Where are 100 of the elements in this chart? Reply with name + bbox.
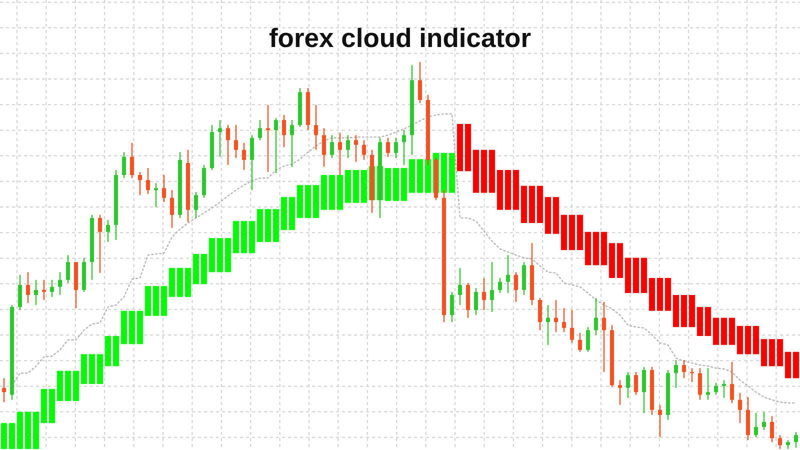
bar [736,326,744,354]
bar [584,232,592,266]
candlestick [642,366,646,414]
bar [720,318,728,345]
candlestick [618,380,622,406]
bar [96,354,104,384]
bar [8,423,16,449]
candlestick [562,308,566,333]
candlestick [42,279,46,301]
bar [416,159,424,193]
bar [744,326,752,354]
bar [784,352,792,378]
candlestick [322,128,326,168]
candlestick [50,279,54,298]
candlestick [282,114,286,148]
bar [264,209,272,242]
bar [464,124,472,172]
candlestick [546,304,550,346]
bar [280,197,288,230]
candlestick [258,119,262,141]
bar [136,310,144,344]
candlestick [498,277,502,294]
bar [208,238,216,272]
bar [224,238,232,272]
bar [480,150,488,193]
bar [216,238,224,272]
bar [408,159,416,193]
bar [752,326,760,354]
candlestick [250,134,254,191]
candlestick [162,174,166,203]
candlestick [290,119,294,168]
bar [440,152,448,193]
bar [168,268,176,297]
bar [688,294,696,328]
candlestick [98,214,102,274]
bar [600,232,608,266]
candlestick [2,378,6,403]
candlestick [506,254,510,294]
bar [648,278,656,311]
bar [792,352,800,378]
candlestick [106,219,110,243]
candlestick [658,404,662,438]
candlestick [578,332,582,352]
candlestick [714,382,718,396]
bar [240,221,248,254]
candlestick [66,254,70,284]
bar [536,186,544,223]
bar [704,306,712,336]
candlestick [34,279,38,306]
candlestick [274,118,278,174]
bar [272,209,280,242]
candlestick [354,134,358,162]
bar [0,423,8,449]
bar [664,278,672,311]
bar [360,170,368,203]
candlestick [514,272,518,303]
candlestick [738,392,742,424]
candlestick [194,191,198,219]
candlestick [754,412,758,438]
candlestick [722,380,726,399]
bar [624,258,632,294]
bar [48,389,56,424]
bar [528,186,536,223]
bar [656,278,664,311]
bar [760,339,768,366]
bar [56,370,64,402]
bar [24,412,32,449]
candlestick [730,361,734,404]
bar [504,170,512,210]
candlestick [242,142,246,171]
bar [768,339,776,366]
candlestick [146,167,150,195]
bar [232,221,240,254]
bar [328,175,336,210]
bar [640,258,648,294]
bar [120,310,128,344]
candlestick [266,104,270,173]
bar [712,318,720,345]
bar [520,186,528,223]
bar [320,175,328,210]
candlestick [674,359,678,388]
candlestick [122,152,126,179]
candlestick [330,134,334,159]
candlestick [386,137,390,158]
candlestick [58,272,62,296]
bar [64,370,72,402]
candlestick [402,130,406,166]
bar [552,197,560,234]
bar [544,197,552,234]
bar [304,185,312,218]
bar [16,412,24,449]
candlestick [570,309,574,344]
bar [592,232,600,266]
candlestick [538,297,542,331]
candlestick [362,140,366,161]
bar [672,294,680,328]
bar [344,170,352,203]
bar [40,389,48,424]
bar [576,214,584,250]
candlestick [770,416,774,443]
